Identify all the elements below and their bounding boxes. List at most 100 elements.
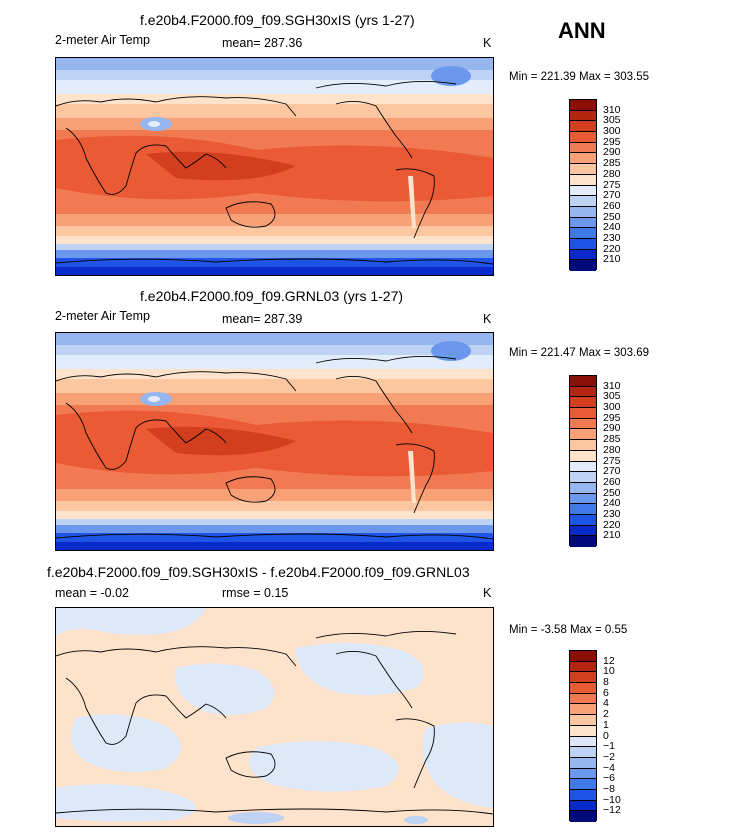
panel2-mean: mean= 287.39 — [222, 312, 303, 326]
colorbar-tick-label: −6 — [603, 772, 615, 785]
colorbar-tick-label: 310 — [603, 103, 621, 116]
colorbar-swatch — [570, 142, 596, 154]
colorbar-tick-label: 290 — [603, 422, 621, 435]
panel3-units: K — [483, 586, 492, 600]
colorbar-swatch — [570, 132, 596, 143]
colorbar-swatch — [570, 536, 596, 547]
colorbar-tick-label: 4 — [603, 697, 609, 710]
colorbar-swatch — [570, 429, 596, 441]
panel1-colorbar — [569, 99, 597, 271]
panel3-colorbar — [569, 650, 597, 822]
colorbar-swatch — [570, 747, 596, 758]
colorbar-swatch — [570, 482, 596, 494]
colorbar-tick-label: 0 — [603, 729, 609, 742]
colorbar-swatch — [570, 651, 596, 662]
colorbar-swatch — [570, 418, 596, 430]
colorbar-swatch — [570, 768, 596, 780]
colorbar-swatch — [570, 238, 596, 250]
colorbar-swatch — [570, 811, 596, 822]
panel2-units: K — [483, 312, 492, 326]
panel2-title: f.e20b4.F2000.f09_f09.GRNL03 (yrs 1-27) — [140, 288, 404, 304]
panel1-mean: mean= 287.36 — [222, 36, 303, 50]
colorbar-swatch — [570, 525, 596, 537]
colorbar-tick-label: −1 — [603, 740, 615, 753]
colorbar-swatch — [570, 260, 596, 271]
colorbar-tick-label: −8 — [603, 782, 615, 795]
colorbar-tick-label: 305 — [603, 114, 621, 127]
colorbar-swatch — [570, 100, 596, 111]
colorbar-swatch — [570, 736, 596, 748]
colorbar-swatch — [570, 493, 596, 505]
panel3-title: f.e20b4.F2000.f09_f09.SGH30xIS - f.e20b4… — [47, 564, 470, 580]
panel1-temperature-field — [56, 58, 493, 275]
colorbar-swatch — [570, 800, 596, 812]
colorbar-swatch — [570, 397, 596, 409]
colorbar-swatch — [570, 206, 596, 218]
colorbar-tick-label: 275 — [603, 454, 621, 467]
colorbar-swatch — [570, 376, 596, 387]
colorbar-swatch — [570, 757, 596, 769]
colorbar-swatch — [570, 196, 596, 207]
colorbar-swatch — [570, 715, 596, 726]
colorbar-tick-label: 280 — [603, 167, 621, 180]
colorbar-swatch — [570, 693, 596, 705]
panel1-units: K — [483, 36, 492, 50]
colorbar-tick-label: −2 — [603, 750, 615, 763]
colorbar-tick-label: −10 — [603, 793, 621, 806]
colorbar-swatch — [570, 672, 596, 684]
colorbar-tick-label: 220 — [603, 242, 621, 255]
panel2-colorbar — [569, 375, 597, 547]
colorbar-tick-label: 240 — [603, 221, 621, 234]
colorbar-tick-label: 310 — [603, 379, 621, 392]
season-label: ANN — [558, 18, 606, 43]
colorbar-swatch — [570, 249, 596, 261]
colorbar-swatch — [570, 779, 596, 790]
colorbar-tick-label: 210 — [603, 253, 621, 266]
colorbar-tick-label: 295 — [603, 411, 621, 424]
colorbar-tick-label: 275 — [603, 178, 621, 191]
colorbar-swatch — [570, 386, 596, 398]
colorbar-swatch — [570, 789, 596, 801]
colorbar-swatch — [570, 153, 596, 165]
colorbar-swatch — [570, 185, 596, 197]
colorbar-swatch — [570, 110, 596, 122]
colorbar-tick-label: 250 — [603, 486, 621, 499]
panel3-difference-field — [56, 608, 493, 826]
colorbar-swatch — [570, 408, 596, 419]
colorbar-tick-label: 220 — [603, 518, 621, 531]
colorbar-tick-label: 230 — [603, 507, 621, 520]
colorbar-tick-label: 210 — [603, 529, 621, 542]
colorbar-tick-label: 270 — [603, 189, 621, 202]
colorbar-tick-label: 295 — [603, 135, 621, 148]
panel1-title: f.e20b4.F2000.f09_f09.SGH30xIS (yrs 1-27… — [140, 12, 415, 28]
colorbar-tick-label: 270 — [603, 465, 621, 478]
panel3-rmse: rmse = 0.15 — [222, 586, 289, 600]
colorbar-tick-label: 280 — [603, 443, 621, 456]
colorbar-swatch — [570, 472, 596, 483]
panel3-mean: mean = -0.02 — [55, 586, 130, 600]
panel2-minmax: Min = 221.47 Max = 303.69 — [509, 347, 650, 359]
colorbar-swatch — [570, 164, 596, 175]
colorbar-tick-label: 1 — [603, 718, 609, 731]
panel1-map — [55, 57, 494, 276]
colorbar-swatch — [570, 725, 596, 737]
colorbar-tick-label: 285 — [603, 157, 621, 170]
colorbar-tick-label: 10 — [603, 665, 615, 678]
colorbar-swatch — [570, 228, 596, 239]
panel2-map — [55, 332, 494, 551]
panel2-temperature-field — [56, 333, 493, 550]
panel1-field: 2-meter Air Temp — [55, 33, 150, 47]
panel3-map — [55, 607, 494, 827]
colorbar-tick-label: 305 — [603, 390, 621, 403]
colorbar-swatch — [570, 121, 596, 133]
colorbar-swatch — [570, 661, 596, 673]
colorbar-tick-label: 12 — [603, 654, 615, 667]
colorbar-swatch — [570, 217, 596, 229]
colorbar-swatch — [570, 514, 596, 526]
colorbar-tick-label: 285 — [603, 433, 621, 446]
colorbar-tick-label: 240 — [603, 497, 621, 510]
colorbar-swatch — [570, 504, 596, 515]
colorbar-tick-label: 6 — [603, 686, 609, 699]
colorbar-tick-label: 260 — [603, 475, 621, 488]
colorbar-tick-label: 250 — [603, 210, 621, 223]
